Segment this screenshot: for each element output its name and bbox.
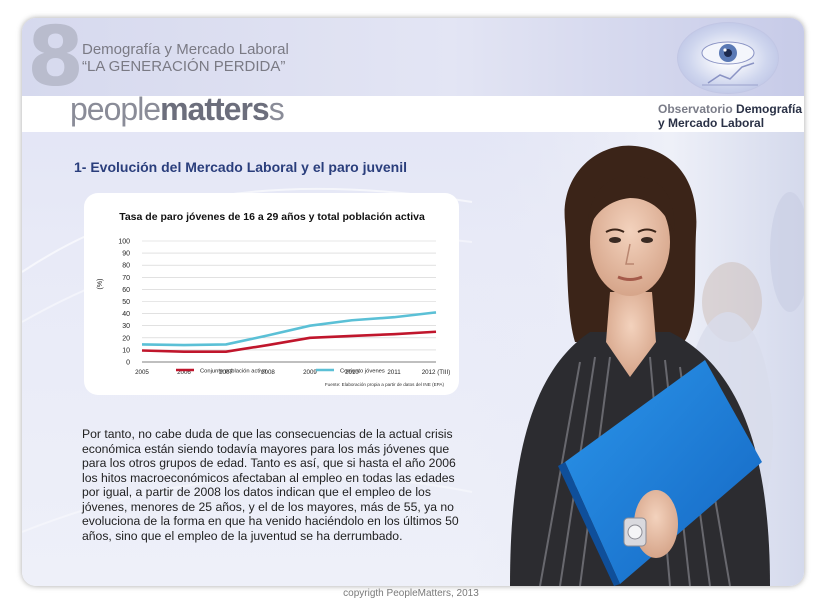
- logo-bold-text: matters: [160, 91, 270, 127]
- chart-card: Tasa de paro jóvenes de 16 a 29 años y t…: [84, 193, 459, 395]
- body-paragraph: Por tanto, no cabe duda de que las conse…: [82, 427, 459, 543]
- x-tick-label: 2012 (TIII): [422, 369, 451, 376]
- chart-source: Fuente: Elaboración propia a partir de d…: [325, 382, 445, 387]
- series-line-2: [141, 311, 437, 347]
- body-paragraph-block: Por tanto, no cabe duda de que las conse…: [82, 427, 466, 543]
- series-line-1: [141, 330, 437, 354]
- y-tick-label: 80: [122, 263, 130, 270]
- header-title: Demografía y Mercado Laboral: [82, 41, 289, 58]
- y-axis-label: (%): [97, 279, 104, 290]
- x-tick-label: 2007: [219, 369, 233, 376]
- observatorio-bold: Demografía: [736, 102, 803, 116]
- chart-title: Tasa de paro jóvenes de 16 a 29 años y t…: [119, 211, 425, 223]
- woman-with-folder-photo: [470, 132, 804, 586]
- legend-label: Conjunto jóvenes: [340, 369, 385, 375]
- header-subtitle: “LA GENERACIÓN PERDIDA”: [82, 58, 286, 75]
- x-tick-label: 2009: [303, 369, 317, 376]
- footer-copyright: copyrigth PeopleMatters, 2013: [343, 588, 479, 599]
- x-tick-label: 2006: [177, 369, 191, 376]
- y-tick-label: 90: [122, 251, 130, 258]
- section-title: 1- Evolución del Mercado Laboral y el pa…: [74, 159, 407, 175]
- eye-chart-emblem: [677, 22, 779, 94]
- line-chart: Tasa de paro jóvenes de 16 a 29 años y t…: [97, 211, 451, 387]
- y-tick-label: 60: [122, 287, 130, 294]
- x-tick-label: 2010: [345, 369, 359, 376]
- y-tick-label: 10: [122, 347, 130, 354]
- legend-label: Conjunto población activa: [200, 369, 267, 375]
- observatorio-label: Observatorio Demografía y Mercado Labora…: [658, 102, 802, 130]
- logo-light-text: people: [70, 91, 161, 127]
- observatorio-line2: y Mercado Laboral: [658, 116, 765, 130]
- x-tick-label: 2008: [261, 369, 275, 376]
- section-number: 8: [27, 18, 84, 105]
- observatorio-prefix: Observatorio: [658, 102, 733, 116]
- y-tick-label: 50: [122, 299, 130, 306]
- logo-bar: [22, 96, 804, 132]
- y-tick-label: 30: [122, 323, 130, 330]
- y-tick-label: 70: [122, 275, 130, 282]
- header-band: 8 Demografía y Mercado Laboral “LA GENER…: [22, 18, 804, 105]
- eye-icon: [701, 41, 758, 86]
- y-tick-label: 100: [118, 239, 130, 246]
- y-tick-label: 0: [126, 360, 130, 367]
- peoplematters-logo: peoplematterss: [70, 91, 285, 128]
- x-tick-label: 2011: [387, 369, 401, 376]
- y-tick-label: 20: [122, 335, 130, 342]
- logo-tail-text: s: [268, 91, 285, 127]
- slide: 8 Demografía y Mercado Laboral “LA GENER…: [22, 18, 804, 586]
- y-tick-label: 40: [122, 311, 130, 318]
- x-tick-label: 2005: [135, 369, 149, 376]
